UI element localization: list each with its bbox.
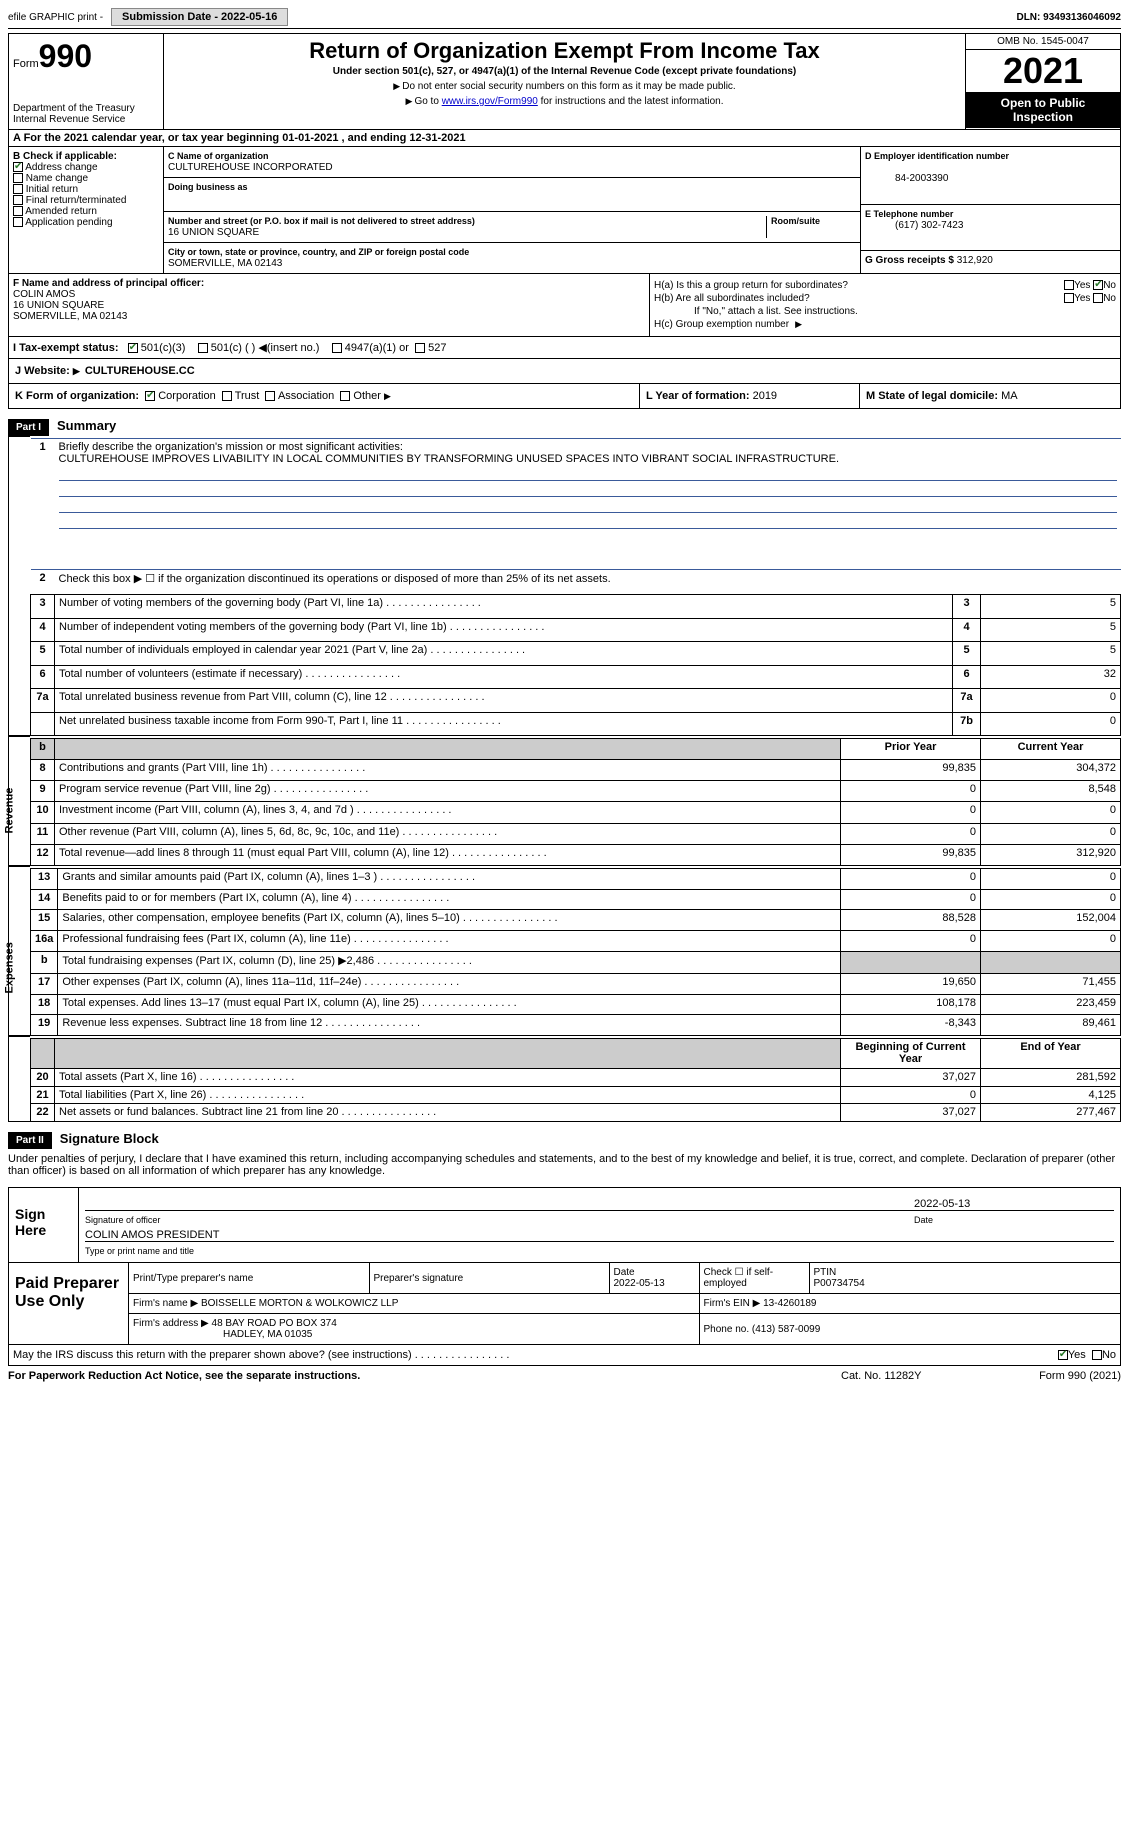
chk-discuss-no[interactable]: [1092, 1350, 1102, 1360]
chk-initial-return[interactable]: [13, 184, 23, 194]
line-k: K Form of organization: Corporation Trus…: [9, 384, 640, 408]
summary-revenue-table: bPrior YearCurrent Year 8Contributions a…: [30, 738, 1121, 866]
chk-address-change[interactable]: [13, 162, 23, 172]
hb-note: If "No," attach a list. See instructions…: [694, 306, 1116, 317]
cat-no: Cat. No. 11282Y: [841, 1370, 981, 1382]
dln-label: DLN: 93493136046092: [1016, 12, 1121, 23]
perjury-declaration: Under penalties of perjury, I declare th…: [8, 1149, 1121, 1181]
paid-preparer-label: Paid Preparer Use Only: [9, 1263, 129, 1344]
omb-number: OMB No. 1545-0047: [966, 34, 1120, 50]
firm-addr2: HADLEY, MA 01035: [223, 1329, 312, 1340]
self-employed: Check ☐ if self-employed: [699, 1263, 809, 1294]
summary-netassets-table: Beginning of Current YearEnd of Year 20T…: [30, 1038, 1121, 1122]
gross-receipts: 312,920: [957, 255, 993, 266]
form-id: Form990: [13, 38, 159, 75]
part-i-title: Summary: [57, 418, 116, 433]
chk-final-return[interactable]: [13, 195, 23, 205]
ptin: P00734754: [814, 1278, 865, 1289]
chk-501c[interactable]: [198, 343, 208, 353]
tax-year: 2021: [966, 50, 1120, 92]
line-j: J Website: CULTUREHOUSE.CC: [8, 359, 1121, 384]
chk-ha-no[interactable]: [1093, 280, 1103, 290]
year-formation: 2019: [753, 390, 777, 402]
note-link: Go to www.irs.gov/Form990 for instructio…: [168, 96, 961, 107]
box-b: B Check if applicable: Address change Na…: [9, 147, 164, 273]
sig-date: 2022-05-13: [914, 1198, 1114, 1210]
side-revenue: Revenue: [4, 813, 16, 834]
chk-hb-no[interactable]: [1093, 293, 1103, 303]
chk-4947[interactable]: [332, 343, 342, 353]
chk-501c3[interactable]: [128, 343, 138, 353]
chk-discuss-yes[interactable]: [1058, 1350, 1068, 1360]
summary-activities-table: 1Briefly describe the organization's mis…: [30, 438, 1121, 736]
city-state-zip: SOMERVILLE, MA 02143: [168, 258, 282, 269]
open-public-badge: Open to Public Inspection: [966, 92, 1120, 128]
summary-expenses-table: 13Grants and similar amounts paid (Part …: [30, 868, 1121, 1036]
officer-name-title: COLIN AMOS PRESIDENT: [85, 1229, 1114, 1241]
part-ii-tag: Part II: [8, 1132, 52, 1149]
firm-phone: (413) 587-0099: [752, 1324, 820, 1335]
part-ii-title: Signature Block: [60, 1131, 159, 1146]
line-a: A For the 2021 calendar year, or tax yea…: [8, 130, 1121, 147]
irs-link[interactable]: www.irs.gov/Form990: [442, 96, 538, 107]
phone: (617) 302-7423: [895, 220, 963, 231]
efile-label: efile GRAPHIC print -: [8, 12, 103, 23]
mission: CULTUREHOUSE IMPROVES LIVABILITY IN LOCA…: [59, 453, 840, 465]
form-footer: Form 990 (2021): [981, 1370, 1121, 1382]
form-title: Return of Organization Exempt From Incom…: [168, 38, 961, 64]
officer-addr2: SOMERVILLE, MA 02143: [13, 311, 127, 322]
form-subtitle: Under section 501(c), 527, or 4947(a)(1)…: [168, 66, 961, 77]
note-ssn: Do not enter social security numbers on …: [168, 81, 961, 92]
chk-527[interactable]: [415, 343, 425, 353]
chk-name-change[interactable]: [13, 173, 23, 183]
part-i-tag: Part I: [8, 419, 49, 436]
chk-amended[interactable]: [13, 206, 23, 216]
officer-addr1: 16 UNION SQUARE: [13, 300, 104, 311]
submission-date-button[interactable]: Submission Date - 2022-05-16: [111, 8, 288, 26]
line-i: I Tax-exempt status: 501(c)(3) 501(c) ( …: [8, 337, 1121, 359]
pra-notice: For Paperwork Reduction Act Notice, see …: [8, 1370, 841, 1382]
website[interactable]: CULTUREHOUSE.CC: [85, 365, 195, 377]
street-address: 16 UNION SQUARE: [168, 227, 259, 238]
chk-other[interactable]: [340, 391, 350, 401]
ein: 84-2003390: [895, 173, 948, 184]
chk-ha-yes[interactable]: [1064, 280, 1074, 290]
officer-name: COLIN AMOS: [13, 289, 75, 300]
dept-label: Department of the Treasury Internal Reve…: [13, 103, 159, 125]
chk-trust[interactable]: [222, 391, 232, 401]
chk-app-pending[interactable]: [13, 217, 23, 227]
chk-hb-yes[interactable]: [1064, 293, 1074, 303]
side-expenses: Expenses: [4, 973, 16, 994]
firm-addr1: 48 BAY ROAD PO BOX 374: [212, 1318, 337, 1329]
chk-assoc[interactable]: [265, 391, 275, 401]
sign-here-label: Sign Here: [9, 1188, 79, 1262]
chk-corp[interactable]: [145, 391, 155, 401]
state-domicile: MA: [1001, 390, 1018, 402]
firm-name: BOISSELLE MORTON & WOLKOWICZ LLP: [201, 1298, 398, 1309]
org-name: CULTUREHOUSE INCORPORATED: [168, 162, 333, 173]
prep-date: 2022-05-13: [614, 1278, 665, 1289]
discuss-question: May the IRS discuss this return with the…: [13, 1349, 1058, 1361]
firm-ein: 13-4260189: [763, 1298, 816, 1309]
